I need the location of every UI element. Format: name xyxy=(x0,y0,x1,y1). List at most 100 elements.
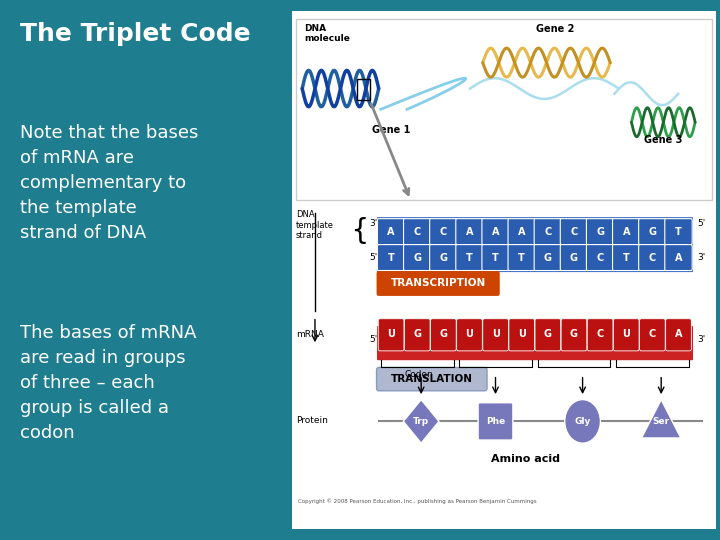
Text: G: G xyxy=(413,329,421,339)
FancyBboxPatch shape xyxy=(482,319,508,351)
Text: C: C xyxy=(413,227,421,237)
Text: 5': 5' xyxy=(369,335,377,345)
FancyBboxPatch shape xyxy=(639,219,666,245)
Text: G: G xyxy=(413,253,421,262)
FancyBboxPatch shape xyxy=(534,219,562,245)
FancyBboxPatch shape xyxy=(377,243,693,272)
Text: C: C xyxy=(570,227,577,237)
Text: G: G xyxy=(596,227,604,237)
Text: mRNA: mRNA xyxy=(296,330,324,339)
FancyBboxPatch shape xyxy=(639,319,665,351)
Text: The bases of mRNA
are read in groups
of three – each
group is called a
codon: The bases of mRNA are read in groups of … xyxy=(20,324,197,442)
FancyBboxPatch shape xyxy=(586,219,614,245)
Text: Codon: Codon xyxy=(405,369,433,379)
FancyBboxPatch shape xyxy=(456,245,483,271)
Text: 5': 5' xyxy=(369,253,377,262)
FancyBboxPatch shape xyxy=(296,18,712,200)
Text: T: T xyxy=(466,253,473,262)
Text: G: G xyxy=(544,329,552,339)
Text: Note that the bases
of mRNA are
complementary to
the template
strand of DNA: Note that the bases of mRNA are compleme… xyxy=(20,124,198,242)
Text: A: A xyxy=(518,227,526,237)
Text: Copyright © 2008 Pearson Education, Inc., publishing as Pearson Benjamin Cumming: Copyright © 2008 Pearson Education, Inc.… xyxy=(298,498,536,503)
Text: 3': 3' xyxy=(697,253,706,262)
Text: Gene 2: Gene 2 xyxy=(536,24,574,34)
Text: G: G xyxy=(439,253,447,262)
FancyBboxPatch shape xyxy=(377,271,500,296)
FancyBboxPatch shape xyxy=(535,319,561,351)
Text: T: T xyxy=(388,253,395,262)
FancyBboxPatch shape xyxy=(430,219,457,245)
Text: G: G xyxy=(649,227,657,237)
Text: U: U xyxy=(466,329,474,339)
FancyBboxPatch shape xyxy=(377,326,693,360)
FancyBboxPatch shape xyxy=(403,219,431,245)
FancyBboxPatch shape xyxy=(377,219,405,245)
Text: G: G xyxy=(570,253,578,262)
Text: A: A xyxy=(466,227,473,237)
Text: 3': 3' xyxy=(369,219,377,228)
FancyBboxPatch shape xyxy=(665,319,691,351)
Text: T: T xyxy=(623,253,629,262)
Text: T: T xyxy=(675,227,682,237)
FancyBboxPatch shape xyxy=(560,219,588,245)
Text: DNA
template
strand: DNA template strand xyxy=(296,211,334,240)
Text: DNA
molecule: DNA molecule xyxy=(305,24,350,43)
Text: A: A xyxy=(675,329,683,339)
Text: C: C xyxy=(649,253,656,262)
Text: T: T xyxy=(518,253,525,262)
FancyBboxPatch shape xyxy=(665,245,692,271)
FancyBboxPatch shape xyxy=(639,245,666,271)
Text: Protein: Protein xyxy=(296,416,328,425)
Text: Amino acid: Amino acid xyxy=(491,454,559,464)
FancyBboxPatch shape xyxy=(508,245,536,271)
FancyBboxPatch shape xyxy=(377,245,405,271)
FancyBboxPatch shape xyxy=(534,245,562,271)
FancyBboxPatch shape xyxy=(431,319,456,351)
FancyBboxPatch shape xyxy=(456,319,482,351)
Text: C: C xyxy=(440,227,447,237)
Text: C: C xyxy=(596,253,604,262)
Text: C: C xyxy=(649,329,656,339)
Text: Phe: Phe xyxy=(486,417,505,426)
Text: T: T xyxy=(492,253,499,262)
Circle shape xyxy=(564,400,600,443)
FancyBboxPatch shape xyxy=(613,245,640,271)
FancyBboxPatch shape xyxy=(403,245,431,271)
Polygon shape xyxy=(403,400,439,443)
FancyBboxPatch shape xyxy=(613,319,639,351)
FancyBboxPatch shape xyxy=(430,245,457,271)
FancyBboxPatch shape xyxy=(613,219,640,245)
Bar xyxy=(357,79,370,100)
Text: 5': 5' xyxy=(697,219,706,228)
Text: U: U xyxy=(622,329,630,339)
Text: Gene 1: Gene 1 xyxy=(372,125,410,135)
FancyBboxPatch shape xyxy=(378,319,404,351)
Text: Gly: Gly xyxy=(575,417,591,426)
Text: G: G xyxy=(544,253,552,262)
Text: Gene 3: Gene 3 xyxy=(644,135,683,145)
Text: A: A xyxy=(675,253,683,262)
Text: C: C xyxy=(596,329,604,339)
Text: Ser: Ser xyxy=(652,417,670,426)
FancyBboxPatch shape xyxy=(377,217,693,246)
Text: C: C xyxy=(544,227,552,237)
FancyBboxPatch shape xyxy=(377,367,487,391)
Text: U: U xyxy=(518,329,526,339)
FancyBboxPatch shape xyxy=(588,319,613,351)
FancyBboxPatch shape xyxy=(508,219,536,245)
Text: G: G xyxy=(439,329,447,339)
Text: U: U xyxy=(492,329,500,339)
FancyBboxPatch shape xyxy=(561,319,587,351)
Text: G: G xyxy=(570,329,578,339)
Text: The Triplet Code: The Triplet Code xyxy=(20,22,251,45)
Text: {: { xyxy=(351,217,368,245)
Text: A: A xyxy=(387,227,395,237)
Polygon shape xyxy=(642,400,681,438)
FancyBboxPatch shape xyxy=(482,219,509,245)
Text: A: A xyxy=(623,227,630,237)
Text: U: U xyxy=(387,329,395,339)
FancyBboxPatch shape xyxy=(665,219,692,245)
Text: Trp: Trp xyxy=(413,417,429,426)
FancyBboxPatch shape xyxy=(509,319,534,351)
Text: TRANSLATION: TRANSLATION xyxy=(391,374,473,384)
